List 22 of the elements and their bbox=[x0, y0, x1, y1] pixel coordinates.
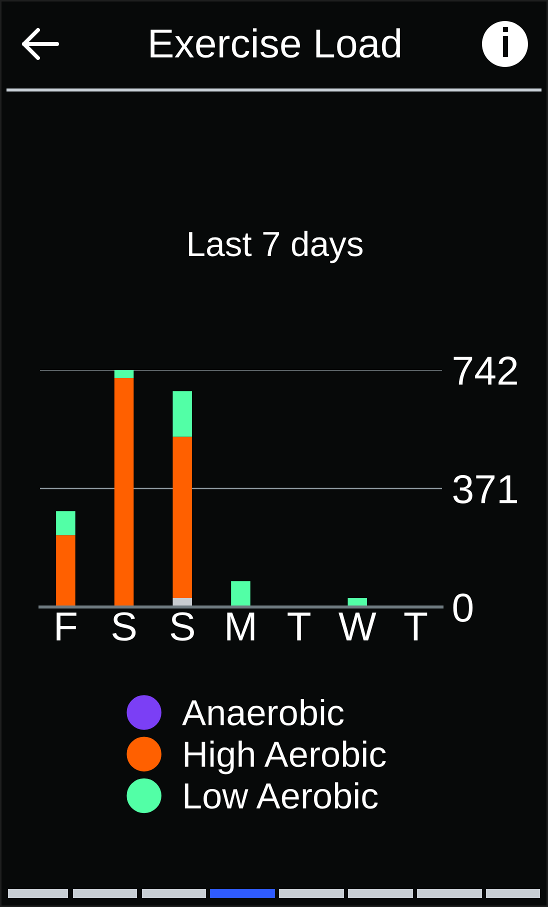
chart-subtitle: Last 7 days bbox=[189, 230, 363, 264]
bar bbox=[114, 378, 134, 607]
x-tick-label: M bbox=[227, 612, 254, 640]
y-tick-label: 0 bbox=[453, 593, 473, 622]
bar bbox=[172, 436, 192, 598]
x-tick-label: S bbox=[112, 612, 136, 641]
y-tick-label: 371 bbox=[453, 474, 517, 504]
bar bbox=[56, 511, 76, 536]
x-tick-label: S bbox=[170, 612, 194, 641]
bar bbox=[231, 581, 250, 607]
bar bbox=[56, 535, 76, 607]
x-tick-label: T bbox=[288, 612, 310, 640]
bar bbox=[114, 370, 134, 378]
x-tick-label: F bbox=[56, 612, 76, 640]
x-tick-label: T bbox=[404, 612, 428, 640]
legend-label: High Aerobic bbox=[184, 740, 386, 774]
bar bbox=[172, 391, 192, 437]
legend-label: Low Aerobic bbox=[184, 782, 378, 809]
chart-title: Exercise Load bbox=[150, 28, 400, 58]
x-tick-label: W bbox=[338, 612, 376, 640]
y-tick-label: 742 bbox=[454, 356, 517, 385]
legend-label: Anaerobic bbox=[182, 699, 344, 726]
